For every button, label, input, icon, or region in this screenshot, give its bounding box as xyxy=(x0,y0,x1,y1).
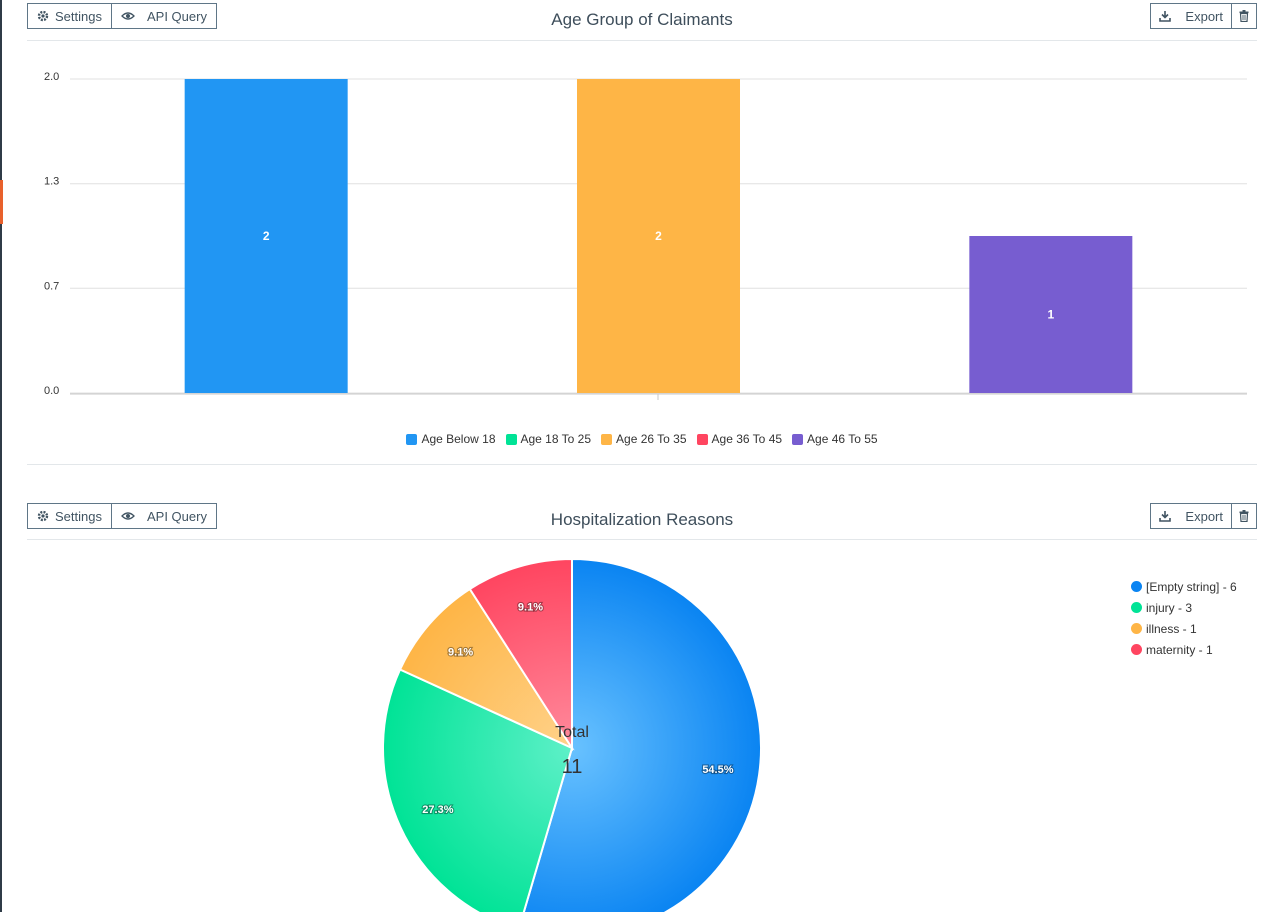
export-button[interactable]: Export xyxy=(1150,503,1232,529)
legend-item[interactable]: injury - 3 xyxy=(1131,597,1237,618)
settings-button[interactable]: Settings xyxy=(27,503,112,529)
delete-button[interactable] xyxy=(1232,3,1257,29)
legend-item[interactable]: Age 46 To 55 xyxy=(792,432,878,446)
age-group-panel: Settings API Query Age Group of Claimant… xyxy=(27,0,1257,465)
legend-swatch xyxy=(792,433,804,445)
bar-data-label: 2 xyxy=(655,229,662,243)
pie-chart: 54.5% 27.3% 9.1% 9.1% xyxy=(382,557,762,912)
y-tick-label: 0.7 xyxy=(44,280,59,292)
api-query-label: API Query xyxy=(146,508,207,524)
bar-chart-legend: Age Below 18 Age 18 To 25 Age 26 To 35 Age … xyxy=(27,432,1257,446)
api-query-label: API Query xyxy=(146,8,207,24)
legend-swatch xyxy=(696,433,708,445)
legend-label: Age 46 To 55 xyxy=(807,432,878,446)
legend-item[interactable]: maternity - 1 xyxy=(1131,639,1237,660)
panel-header-divider xyxy=(27,539,1257,540)
pie-data-label: 27.3% xyxy=(422,804,453,816)
y-tick-label: 1.3 xyxy=(44,176,59,188)
bar xyxy=(184,79,348,393)
eye-icon xyxy=(121,512,135,520)
pie-data-label: 54.5% xyxy=(702,764,733,776)
download-icon xyxy=(1159,511,1172,522)
bar-chart: 2.0 1.3 0.7 0.0 2 2 1 xyxy=(44,71,1247,400)
legend-item[interactable]: Age Below 18 xyxy=(406,432,496,446)
legend-swatch xyxy=(505,433,517,445)
export-label: Export xyxy=(1185,508,1223,524)
export-label: Export xyxy=(1185,8,1223,24)
gear-icon xyxy=(37,510,49,522)
legend-item[interactable]: illness - 1 xyxy=(1131,618,1237,639)
legend-label: injury - 3 xyxy=(1146,600,1193,615)
pie-slice xyxy=(382,668,574,912)
bar-data-label: 2 xyxy=(263,229,270,243)
legend-marker xyxy=(1131,644,1142,655)
bar xyxy=(969,236,1133,393)
chart-title: Age Group of Claimants xyxy=(551,10,733,29)
eye-icon xyxy=(121,12,135,20)
pie-data-label: 9.1% xyxy=(518,602,543,614)
legend-label: illness - 1 xyxy=(1146,621,1197,636)
settings-button[interactable]: Settings xyxy=(27,3,112,29)
panel-header-divider xyxy=(27,40,1257,41)
legend-marker xyxy=(1131,602,1142,613)
pie-slice xyxy=(468,557,573,752)
legend-label: Age 36 To 45 xyxy=(711,432,783,446)
settings-label: Settings xyxy=(55,8,102,24)
legend-marker xyxy=(1131,581,1142,592)
legend-label: [Empty string] - 6 xyxy=(1146,579,1237,594)
y-tick-label: 2.0 xyxy=(44,71,59,83)
settings-label: Settings xyxy=(55,508,102,524)
legend-label: Age 26 To 35 xyxy=(616,432,687,446)
legend-marker xyxy=(1131,623,1142,634)
legend-swatch xyxy=(601,433,613,445)
legend-label: maternity - 1 xyxy=(1146,642,1213,657)
pie-chart-legend: [Empty string] - 6 injury - 3 illness - 1 m… xyxy=(1131,576,1237,660)
pie-total-value: 11 xyxy=(561,756,583,778)
legend-item[interactable]: Age 26 To 35 xyxy=(601,432,687,446)
legend-item[interactable]: Age 18 To 25 xyxy=(505,432,592,446)
panel-bottom-divider xyxy=(27,464,1257,465)
gear-icon xyxy=(37,10,49,22)
pie-slice xyxy=(522,557,762,912)
pie-data-label: 9.1% xyxy=(448,646,473,658)
download-icon xyxy=(1159,11,1172,22)
trash-icon xyxy=(1239,510,1249,522)
bar-data-label: 1 xyxy=(1047,308,1054,322)
delete-button[interactable] xyxy=(1232,503,1257,529)
chart-title: Hospitalization Reasons xyxy=(550,510,734,529)
panel-toolbar: Settings API Query xyxy=(27,3,217,31)
legend-swatch xyxy=(406,433,418,445)
legend-item[interactable]: [Empty string] - 6 xyxy=(1131,576,1237,597)
trash-icon xyxy=(1239,10,1249,22)
panel-toolbar: Settings API Query xyxy=(27,503,217,531)
legend-item[interactable]: Age 36 To 45 xyxy=(696,432,783,446)
bar xyxy=(577,79,740,393)
export-button[interactable]: Export xyxy=(1150,3,1232,29)
legend-label: Age 18 To 25 xyxy=(520,432,592,446)
api-query-button[interactable]: API Query xyxy=(111,503,217,529)
pie-total-label: Total xyxy=(555,724,589,741)
panel-actions: Export xyxy=(1150,3,1257,31)
sidebar-edge xyxy=(0,0,2,912)
legend-label: Age Below 18 xyxy=(421,432,496,446)
y-tick-label: 0.0 xyxy=(44,385,59,397)
hospitalization-panel: Settings API Query Hospitalization Reaso… xyxy=(27,500,1257,912)
api-query-button[interactable]: API Query xyxy=(111,3,217,29)
panel-actions: Export xyxy=(1150,503,1257,531)
sidebar-active-indicator xyxy=(0,180,3,224)
pie-slice xyxy=(398,587,575,751)
